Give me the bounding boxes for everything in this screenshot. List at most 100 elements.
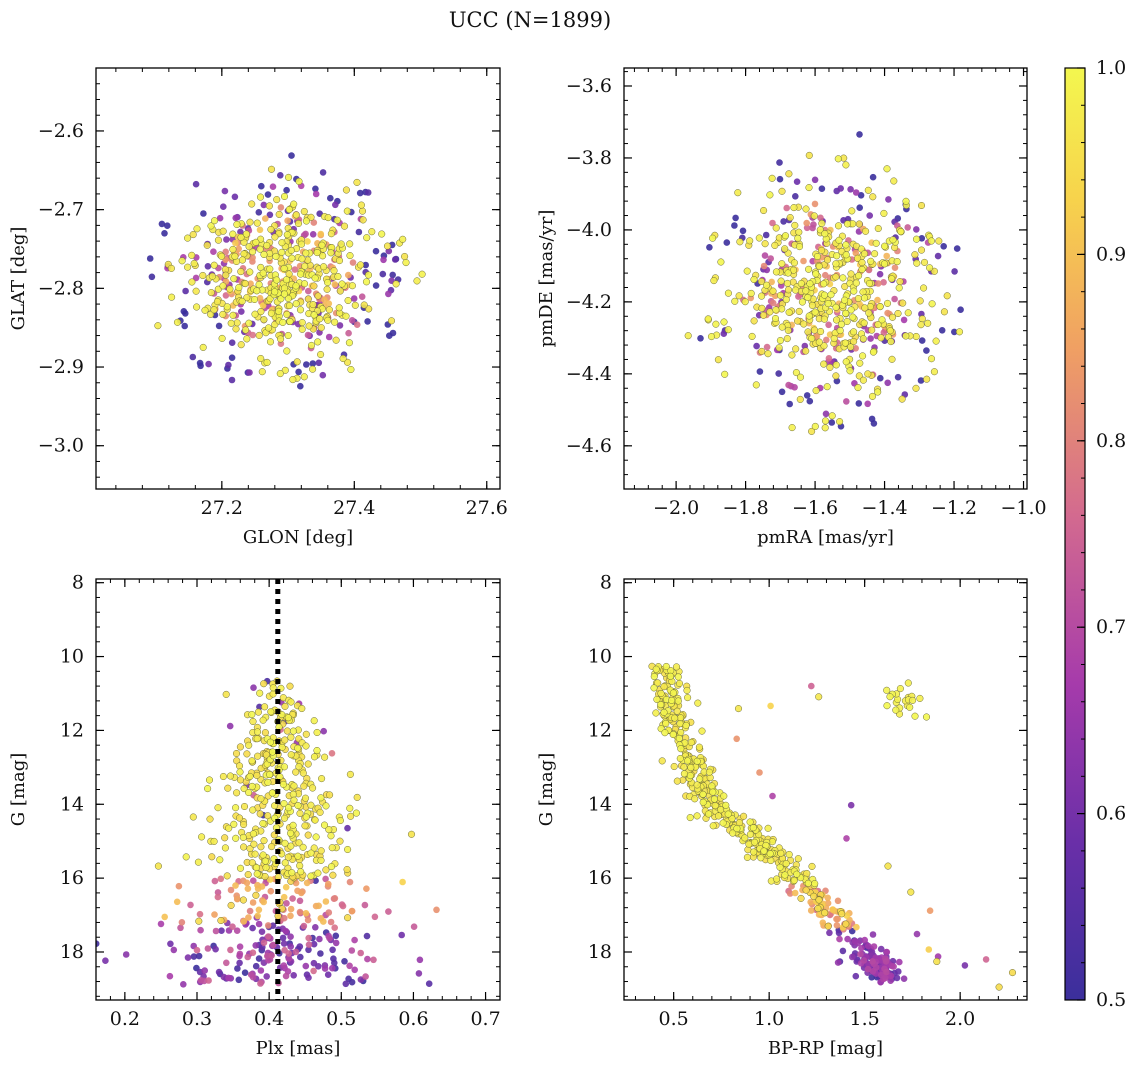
panel-glon-glat: 27.2 27.4 27.6 −2.6 −2.7 −2.8 −2.9 −3.0 GLON [de… <box>8 67 508 548</box>
data-point <box>746 237 754 245</box>
data-point <box>824 300 832 308</box>
data-point <box>697 335 704 342</box>
data-point <box>348 907 356 915</box>
data-point <box>193 303 201 311</box>
data-point <box>337 240 345 248</box>
data-point <box>710 277 718 285</box>
data-point <box>888 355 896 363</box>
data-point <box>399 235 407 243</box>
y-axis-label: G [mag] <box>8 753 29 826</box>
data-point <box>808 862 816 870</box>
data-point <box>788 351 796 359</box>
data-point <box>210 837 218 845</box>
data-point <box>268 789 276 797</box>
data-point <box>387 317 396 325</box>
data-point <box>237 233 245 241</box>
data-point <box>733 735 740 743</box>
data-point <box>695 743 703 751</box>
data-point <box>250 295 259 304</box>
data-point <box>218 334 226 342</box>
data-point <box>857 950 864 958</box>
data-point <box>706 244 713 251</box>
data-point <box>317 230 325 238</box>
data-point <box>225 361 232 369</box>
data-point <box>343 207 351 215</box>
data-point <box>96 940 100 947</box>
data-point <box>335 257 344 265</box>
data-point <box>842 309 850 317</box>
data-point <box>940 243 947 250</box>
data-point <box>281 914 288 922</box>
data-point <box>786 400 793 408</box>
data-point <box>798 298 806 306</box>
data-point <box>324 214 332 222</box>
data-point <box>260 837 268 845</box>
data-point <box>260 316 268 324</box>
data-point <box>283 727 291 735</box>
data-point <box>867 257 875 265</box>
data-point <box>297 270 305 278</box>
data-point <box>221 844 229 852</box>
data-point <box>883 702 891 710</box>
data-point <box>310 844 318 852</box>
data-point <box>287 842 295 850</box>
data-point <box>760 847 768 855</box>
data-point <box>865 309 873 317</box>
data-point <box>240 802 249 811</box>
data-point <box>332 939 340 947</box>
data-point <box>781 245 789 253</box>
data-point <box>772 306 780 314</box>
data-point <box>294 852 302 860</box>
data-point <box>228 354 236 362</box>
data-point <box>224 784 232 792</box>
data-point <box>870 420 878 427</box>
data-point <box>804 293 812 302</box>
data-point <box>259 851 267 859</box>
data-point <box>206 815 214 823</box>
data-point <box>232 214 239 222</box>
data-point <box>246 845 254 853</box>
data-point <box>259 269 267 277</box>
data-point <box>294 744 302 752</box>
data-point <box>926 264 934 272</box>
data-point <box>653 695 661 703</box>
data-point <box>234 965 241 972</box>
data-point <box>236 776 245 784</box>
data-point <box>284 173 293 181</box>
data-point <box>333 216 341 224</box>
data-point <box>912 332 920 341</box>
data-point <box>832 372 840 380</box>
data-point <box>307 213 315 221</box>
data-point <box>312 833 320 841</box>
data-point <box>677 728 685 737</box>
data-point <box>271 288 279 296</box>
data-point <box>122 951 130 958</box>
data-point <box>232 804 240 812</box>
data-point <box>748 332 756 340</box>
data-point <box>158 220 166 228</box>
data-point <box>182 853 190 861</box>
data-point <box>364 955 371 963</box>
data-point <box>724 810 732 818</box>
data-point <box>197 926 204 934</box>
data-point <box>882 974 889 982</box>
data-point <box>266 211 274 219</box>
data-point <box>310 282 318 290</box>
data-point <box>736 238 744 246</box>
data-point <box>305 946 312 954</box>
x-tick-label: 0.4 <box>254 1008 284 1030</box>
data-point <box>310 959 318 967</box>
data-point <box>810 212 818 220</box>
data-point <box>1008 969 1017 977</box>
data-point <box>217 875 225 883</box>
data-point <box>883 252 890 260</box>
data-point <box>842 920 850 928</box>
data-point <box>317 950 324 957</box>
data-point <box>865 279 874 287</box>
data-point <box>336 287 344 295</box>
data-point <box>856 204 863 211</box>
colorbar-gradient <box>1064 67 1086 1001</box>
data-point <box>818 246 826 254</box>
data-point <box>289 895 296 902</box>
data-point <box>741 834 749 842</box>
